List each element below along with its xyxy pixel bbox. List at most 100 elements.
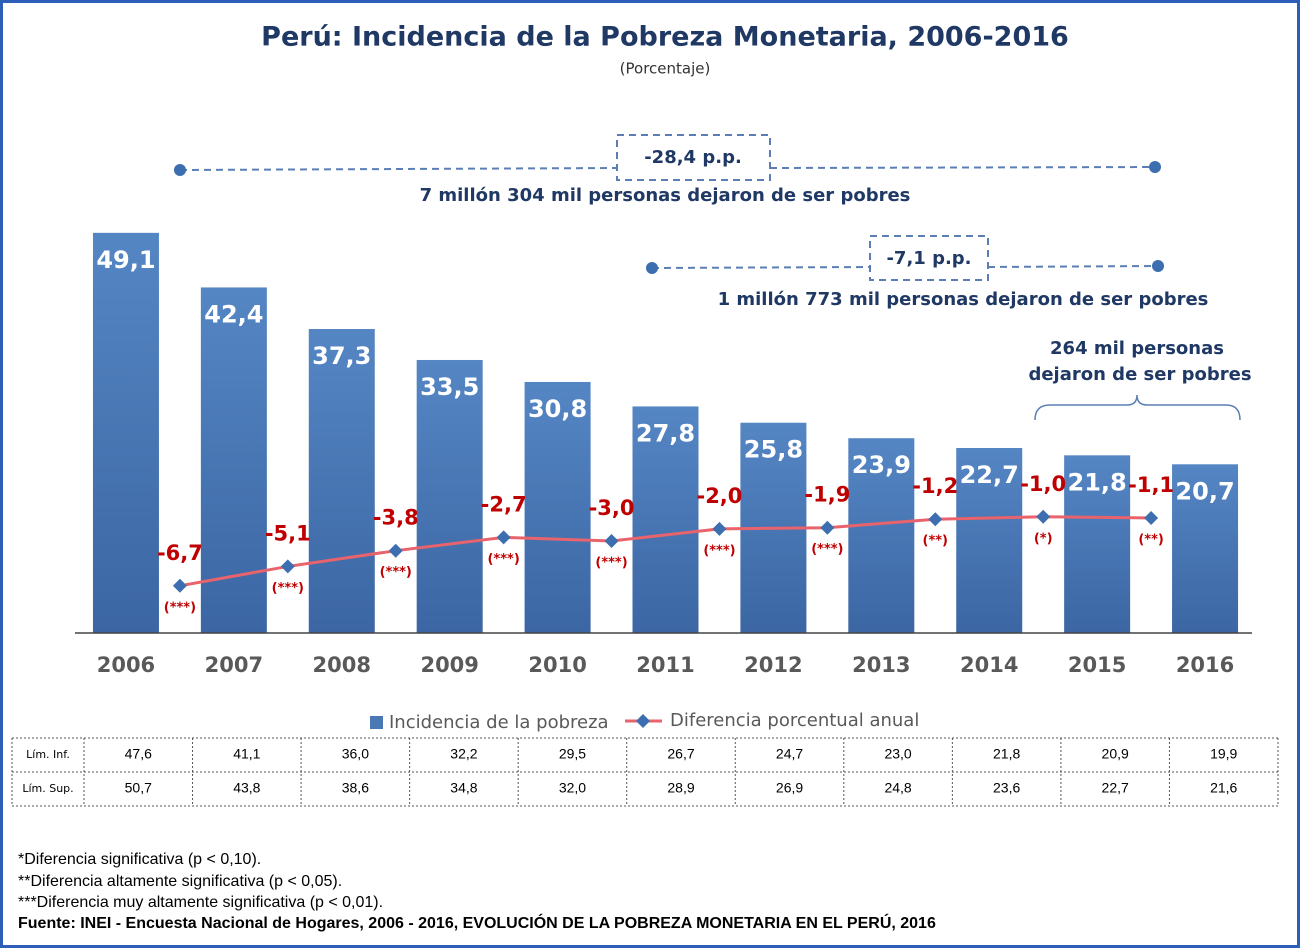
table-cell: 29,5 [559,746,586,762]
row-label: Lím. Sup. [22,782,73,795]
significance-label: (***) [272,581,304,596]
table-cell: 26,7 [667,746,694,762]
bar-value-label: 37,3 [312,342,371,370]
significance-label: (**) [1138,533,1163,548]
bar-value-label: 25,8 [744,436,803,464]
line-value-label: -1,2 [912,474,958,498]
span-end [174,164,186,176]
line-value-label: -1,0 [1020,472,1066,496]
bar [416,359,483,633]
table-cell: 23,0 [884,746,911,762]
table-cell: 34,8 [450,780,477,796]
line-value-label: -1,9 [804,483,850,507]
legend-label: Diferencia porcentual anual [670,710,919,731]
span-end [1152,260,1164,272]
line-marker [172,578,187,593]
span-line [651,266,871,269]
significance-label: (*) [1034,531,1053,546]
line-value-label: -2,0 [696,484,742,508]
x-tick-label: 2009 [420,653,478,677]
x-tick-label: 2011 [636,653,694,677]
annotation: -7,1 p.p. [886,248,971,269]
table-cell: 24,7 [776,746,803,762]
table-cell: 21,8 [993,746,1020,762]
bar [848,438,915,633]
bracket [1034,394,1241,421]
bar [1064,455,1131,633]
line-marker [1036,509,1051,524]
line-marker [496,530,511,545]
row-label: Lím. Inf. [26,748,70,761]
annotation-box [869,235,989,281]
table-cell: 47,6 [125,746,152,762]
x-tick-label: 2016 [1176,653,1234,677]
table-cell: 32,0 [559,780,586,796]
x-tick-label: 2008 [313,653,371,677]
table-cell: 41,1 [233,746,260,762]
x-tick-label: 2015 [1068,653,1126,677]
span-end [1149,161,1161,173]
line-value-label: -1,1 [1128,473,1174,497]
annotation: 264 mil personas [1050,338,1224,359]
source: Fuente: INEI - Encuesta Nacional de Hoga… [18,913,936,932]
bar-value-label: 21,8 [1068,468,1127,496]
annotation-box [616,134,771,181]
table-cell: 43,8 [233,780,260,796]
line-marker [280,559,295,574]
table-cell: 38,6 [342,780,369,796]
span-end [646,262,658,274]
line-value-label: -3,8 [373,506,419,530]
line-marker [388,543,403,558]
bar [92,232,159,633]
bar [632,406,699,633]
line-value-label: -2,7 [481,492,527,516]
table-cell: 19,9 [1210,746,1237,762]
legend-swatch [636,714,650,728]
line-marker [712,521,727,536]
table-cell: 50,7 [125,780,152,796]
line [179,515,1152,588]
bar-value-label: 20,7 [1175,477,1234,505]
significance-label: (***) [703,543,735,558]
footnote: ***Diferencia muy altamente significativ… [18,894,383,911]
line-marker [928,512,943,527]
span-line [769,166,1156,169]
x-tick-label: 2014 [960,653,1018,677]
bar-value-label: 23,9 [852,451,911,479]
bar [524,381,591,633]
line-marker [1144,511,1159,526]
bar [308,329,375,633]
plot: 49,1 42,4 37,3 33,5 30,8 27,8 25,8 23,9 22,7 21,8… [75,232,1252,677]
footnote: *Diferencia significativa (p < 0,10). [18,851,261,868]
table: Lím. Inf. 47,6 41,1 36,0 32,2 29,5 26,7 24,7 23,… [11,737,1279,807]
bar [1172,464,1239,633]
significance-label: (***) [811,542,843,557]
bar-value-label: 22,7 [960,461,1019,489]
chart-title: Perú: Incidencia de la Pobreza Monetaria… [261,22,1069,53]
span-line [179,167,618,171]
legend-swatch [370,716,383,729]
annotation: dejaron de ser pobres [1028,364,1251,385]
table-cell: 28,9 [667,780,694,796]
bar [956,447,1023,633]
significance-label: (***) [595,556,627,571]
table-cell: 26,9 [776,780,803,796]
significance-label: (**) [923,534,948,549]
table-cell: 22,7 [1102,780,1129,796]
line-value-label: -3,0 [589,496,635,520]
significance-label: (***) [380,565,412,580]
x-tick-label: 2006 [97,653,155,677]
line-value-label: -5,1 [265,521,311,545]
table-cell: 24,8 [884,780,911,796]
span-line [987,265,1159,268]
bar-value-label: 30,8 [528,395,587,423]
bar-value-label: 33,5 [420,373,479,401]
table-cell: 32,2 [450,746,477,762]
line-value-label: -6,7 [157,541,203,565]
table-cell: 23,6 [993,780,1020,796]
line-marker [604,534,619,549]
legend-label: Incidencia de la pobreza [389,712,609,733]
x-tick-label: 2010 [528,653,586,677]
